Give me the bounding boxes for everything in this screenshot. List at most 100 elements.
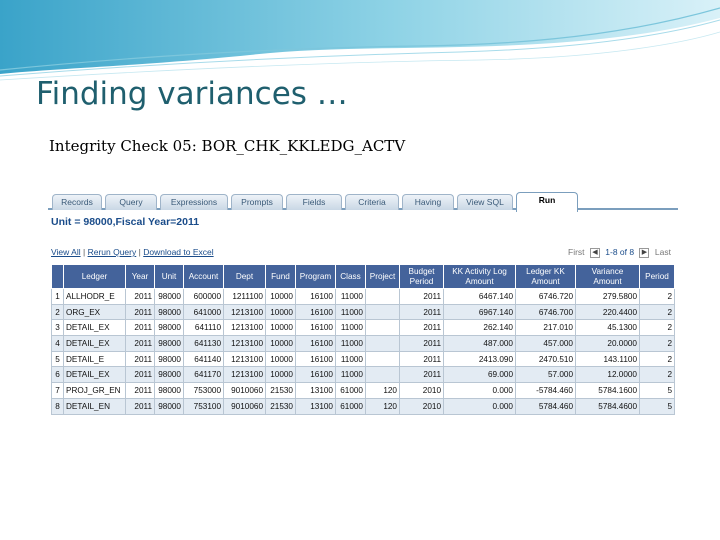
table-cell: 487.000	[443, 335, 516, 352]
table-cell: 6467.140	[443, 288, 516, 305]
column-header[interactable]: Project	[365, 264, 400, 289]
column-header[interactable]: Fund	[265, 264, 296, 289]
table-cell: 5	[639, 397, 675, 415]
table-cell: 12.0000	[575, 366, 640, 384]
previous-arrow-icon[interactable]: ◀	[589, 247, 600, 258]
table-cell: 2	[639, 288, 675, 305]
tab-fields[interactable]: Fields	[286, 194, 342, 210]
table-cell: 11000	[335, 303, 366, 321]
table-cell: 10000	[265, 335, 296, 352]
table-cell: 10000	[265, 319, 296, 337]
table-row: 4 DETAIL_EX 2011 98000 641130 1213100 10000 161…	[51, 335, 675, 352]
table-cell: 1213100	[223, 335, 266, 352]
table-cell: 262.140	[443, 319, 516, 337]
tab-expressions[interactable]: Expressions	[160, 194, 228, 210]
table-cell: 457.000	[515, 335, 576, 352]
table-cell: 9010060	[223, 382, 266, 399]
table-cell: 2010	[399, 397, 444, 415]
table-cell: 98000	[154, 335, 184, 352]
table-cell: 0.000	[443, 397, 516, 415]
table-cell: 16100	[295, 319, 336, 337]
table-cell: 6967.140	[443, 303, 516, 321]
table-cell: 98000	[154, 303, 184, 321]
view-all-link[interactable]: View All	[51, 247, 81, 257]
table-cell: 5	[639, 382, 675, 399]
table-cell: 600000	[183, 288, 224, 305]
table-cell: 2	[639, 303, 675, 321]
table-cell: 1213100	[223, 350, 266, 368]
row-number-cell: 8	[51, 397, 64, 415]
pager-last[interactable]: Last	[654, 247, 671, 257]
column-header[interactable]: Budget Period	[399, 264, 444, 289]
table-cell: PROJ_GR_EN	[63, 382, 126, 399]
table-cell: 641140	[183, 350, 224, 368]
table-cell: 753100	[183, 397, 224, 415]
table-cell: 2011	[399, 288, 444, 305]
table-cell: 21530	[265, 382, 296, 399]
table-row: 5 DETAIL_E 2011 98000 641140 1213100 10000 1610…	[51, 350, 675, 368]
table-cell: 217.010	[515, 319, 576, 337]
column-header[interactable]: KK Activity Log Amount	[443, 264, 516, 289]
table-cell: 13100	[295, 397, 336, 415]
row-number-cell: 2	[51, 303, 64, 321]
table-cell: 1213100	[223, 366, 266, 384]
table-row: 8 DETAIL_EN 2011 98000 753100 9010060 21530 131…	[51, 397, 675, 415]
table-cell: 10000	[265, 288, 296, 305]
table-cell	[365, 350, 400, 368]
table-cell: 2011	[125, 366, 155, 384]
table-cell: 16100	[295, 366, 336, 384]
tab-having[interactable]: Having	[402, 194, 454, 210]
tab-prompts[interactable]: Prompts	[231, 194, 283, 210]
row-number-cell: 3	[51, 319, 64, 337]
table-cell: 98000	[154, 382, 184, 399]
table-cell: 143.1100	[575, 350, 640, 368]
column-header[interactable]: Dept	[223, 264, 266, 289]
table-cell: 120	[365, 397, 400, 415]
download-to-excel-link[interactable]: Download to Excel	[143, 247, 214, 257]
table-row: 3 DETAIL_EX 2011 98000 641110 1213100 10000 161…	[51, 319, 675, 337]
table-cell: 5784.1600	[575, 382, 640, 399]
table-cell: 2	[639, 350, 675, 368]
table-cell: 69.000	[443, 366, 516, 384]
results-table: Ledger Year Unit Account Dept Fund Program Clas…	[51, 264, 675, 415]
table-cell	[365, 319, 400, 337]
row-number-cell: 4	[51, 335, 64, 352]
table-cell: ALLHODR_E	[63, 288, 126, 305]
table-cell: 13100	[295, 382, 336, 399]
tab-run[interactable]: Run	[516, 192, 578, 212]
tab-records[interactable]: Records	[52, 194, 102, 210]
table-cell: 2011	[125, 303, 155, 321]
link-separator: |	[138, 247, 141, 257]
table-cell: 2	[639, 319, 675, 337]
column-header[interactable]: Year	[125, 264, 155, 289]
column-header[interactable]: Account	[183, 264, 224, 289]
tab-view-sql[interactable]: View SQL	[457, 194, 513, 210]
table-cell: DETAIL_E	[63, 350, 126, 368]
table-cell: 2011	[125, 288, 155, 305]
column-header[interactable]: Unit	[154, 264, 184, 289]
slide-title: Finding variances …	[36, 76, 348, 112]
table-cell: 10000	[265, 366, 296, 384]
column-header[interactable]: Ledger	[63, 264, 126, 289]
table-cell: 6746.700	[515, 303, 576, 321]
pager-first[interactable]: First	[568, 247, 585, 257]
column-header[interactable]: Program	[295, 264, 336, 289]
column-header[interactable]: Period	[639, 264, 675, 289]
table-row: 6 DETAIL_EX 2011 98000 641170 1213100 10000 161…	[51, 366, 675, 384]
rerun-query-link[interactable]: Rerun Query	[87, 247, 137, 257]
table-cell: 2413.090	[443, 350, 516, 368]
table-cell: 16100	[295, 350, 336, 368]
decorative-swoosh	[0, 0, 720, 81]
column-header[interactable]: Variance Amount	[575, 264, 640, 289]
next-arrow-icon[interactable]: ▶	[639, 247, 650, 258]
table-cell: 2	[639, 335, 675, 352]
row-number-cell: 6	[51, 366, 64, 384]
column-header[interactable]: Ledger KK Amount	[515, 264, 576, 289]
tab-criteria[interactable]: Criteria	[345, 194, 399, 210]
tab-query[interactable]: Query	[105, 194, 157, 210]
table-cell: 61000	[335, 382, 366, 399]
column-header[interactable]: Class	[335, 264, 366, 289]
table-cell: 21530	[265, 397, 296, 415]
table-row: 1 ALLHODR_E 2011 98000 600000 1211100 10000 161…	[51, 288, 675, 305]
table-cell: 120	[365, 382, 400, 399]
